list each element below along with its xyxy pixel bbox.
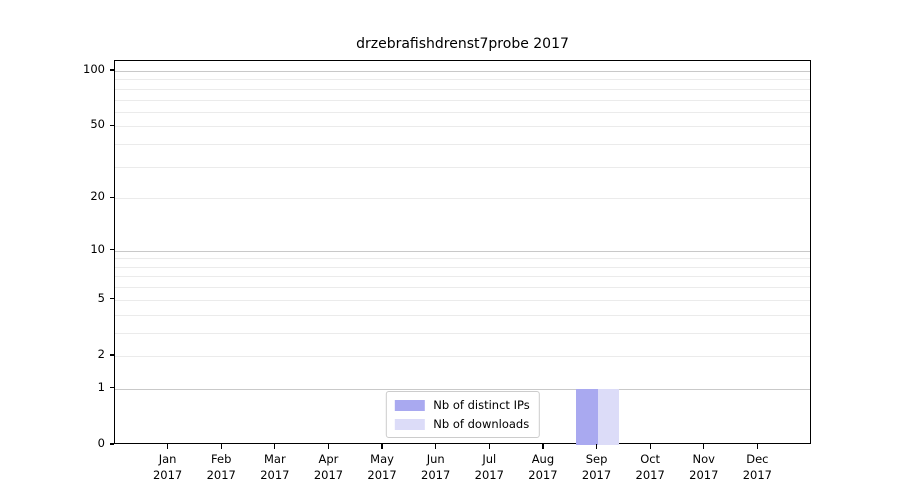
y-gridline-minor (115, 88, 810, 90)
y-gridline-minor (115, 166, 810, 168)
y-tick-mark (109, 196, 114, 198)
x-tick-mark (220, 444, 222, 449)
x-tick-mark (327, 444, 330, 449)
legend-label-distinct-ips: Nb of distinct IPs (433, 398, 530, 412)
x-tick-month: Jun (426, 452, 445, 466)
x-tick-mark (274, 444, 276, 449)
y-gridline-minor (115, 332, 810, 334)
grid-layer (115, 61, 810, 443)
x-tick-mark (488, 444, 490, 449)
x-tick-month: May (370, 452, 394, 466)
x-tick-label: Dec 2017 (722, 451, 792, 483)
x-tick-year: 2017 (581, 468, 612, 482)
x-tick-year: 2017 (689, 468, 719, 482)
x-tick-year: 2017 (474, 468, 504, 482)
y-gridline-minor (115, 198, 810, 200)
y-tick-label: 10 (90, 241, 105, 256)
x-tick-month: Apr (318, 452, 339, 466)
bar-nb-of-distinct-ips (576, 388, 598, 445)
x-tick-year: 2017 (742, 468, 773, 482)
y-gridline-minor (115, 287, 810, 289)
legend-entry-downloads: Nb of downloads (394, 417, 529, 431)
y-gridline-minor (115, 314, 810, 316)
x-tick-label: Feb 2017 (186, 451, 256, 483)
y-gridline-minor (115, 144, 810, 146)
y-gridline-minor (115, 79, 810, 81)
y-gridline-minor (115, 266, 810, 268)
legend-entry-distinct-ips: Nb of distinct IPs (394, 398, 530, 412)
x-tick-label: Aug 2017 (508, 451, 578, 483)
x-tick-mark (703, 444, 705, 449)
bars-layer (115, 61, 810, 445)
x-tick-label: Mar 2017 (240, 451, 310, 483)
x-tick-month: Nov (692, 452, 715, 466)
x-tick-mark (756, 444, 758, 449)
x-tick-month: Mar (263, 452, 286, 466)
legend: Nb of distinct IPs Nb of downloads (385, 391, 540, 438)
x-tick-year: 2017 (206, 468, 236, 482)
x-tick-label: Apr 2017 (293, 451, 363, 483)
x-tick-label: Oct 2017 (615, 451, 685, 483)
x-tick-label: Jan 2017 (133, 451, 203, 483)
x-tick-year: 2017 (421, 468, 451, 482)
x-tick-mark (381, 444, 383, 449)
legend-swatch-downloads (394, 418, 425, 430)
y-gridline-minor (115, 299, 810, 301)
y-gridline-minor (115, 126, 810, 128)
x-tick-month: Feb (211, 452, 232, 466)
y-tick-mark (109, 124, 114, 126)
y-tick-label: 2 (97, 346, 105, 361)
x-tick-mark (167, 444, 169, 449)
y-gridline-minor (115, 258, 810, 260)
x-tick-year: 2017 (313, 468, 344, 482)
y-tick-mark (109, 249, 114, 251)
plot-area: Nb of distinct IPs Nb of downloads (114, 60, 811, 445)
x-tick-month: Jan (158, 452, 177, 466)
x-tick-year: 2017 (152, 468, 183, 482)
x-tick-mark (595, 444, 598, 449)
y-gridline-major (115, 71, 810, 72)
x-tick-label: Sep 2017 (562, 451, 632, 483)
x-tick-month: Dec (746, 452, 769, 466)
x-tick-year: 2017 (635, 468, 665, 482)
x-tick-label: May 2017 (347, 451, 417, 483)
y-tick-mark (109, 69, 114, 71)
legend-swatch-distinct-ips (394, 399, 425, 411)
y-gridline-minor (115, 99, 810, 101)
y-tick-mark (109, 387, 114, 389)
y-tick-label: 0 (97, 436, 105, 450)
y-tick-label: 20 (90, 189, 105, 204)
x-tick-year: 2017 (367, 468, 397, 482)
x-tick-month: Aug (531, 452, 555, 466)
x-tick-year: 2017 (528, 468, 558, 482)
x-tick-mark (435, 444, 437, 449)
x-tick-year: 2017 (260, 468, 290, 482)
y-gridline-major (115, 250, 810, 252)
y-gridline-minor (115, 355, 810, 357)
x-tick-month: Oct (640, 452, 661, 466)
x-tick-label: Jun 2017 (401, 451, 471, 483)
x-tick-month: Sep (585, 452, 608, 466)
y-gridline-minor (115, 276, 810, 278)
y-gridline-major (115, 388, 810, 390)
x-tick-month: Jul (482, 452, 497, 466)
y-tick-mark (109, 354, 114, 356)
chart-title: drzebrafishdrenst7probe 2017 (356, 36, 569, 52)
bar-nb-of-downloads (597, 388, 619, 445)
x-tick-label: Jul 2017 (454, 451, 524, 483)
y-tick-mark (109, 298, 114, 300)
y-tick-label: 5 (97, 290, 105, 305)
x-tick-mark (542, 444, 544, 449)
y-tick-label: 50 (90, 117, 105, 132)
legend-label-downloads: Nb of downloads (433, 417, 530, 431)
y-tick-label: 100 (83, 62, 105, 76)
x-tick-mark (649, 444, 651, 449)
y-gridline-minor (115, 111, 810, 113)
y-tick-mark (109, 443, 114, 445)
y-tick-label: 1 (97, 379, 105, 394)
x-tick-label: Nov 2017 (669, 451, 739, 483)
